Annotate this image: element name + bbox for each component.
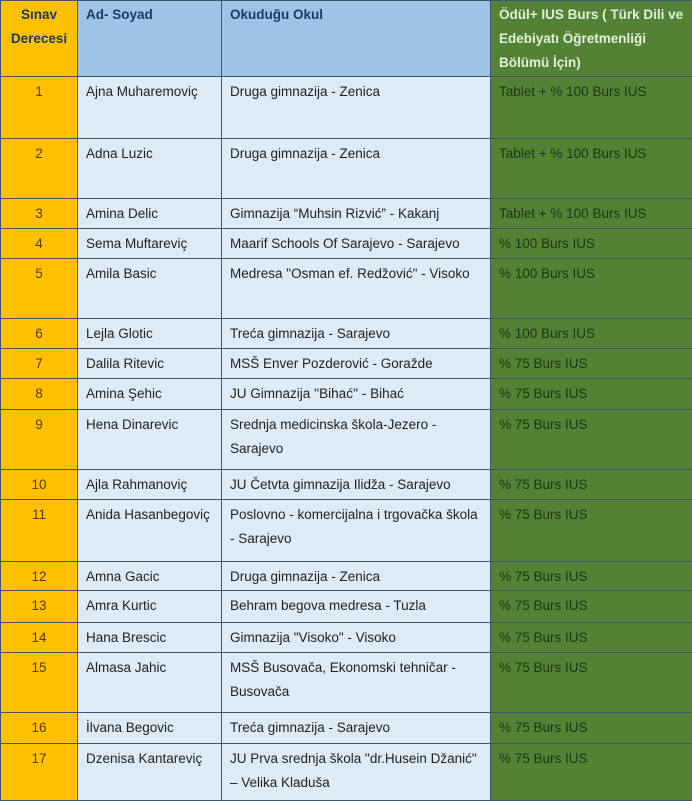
- rank-cell: 7: [1, 349, 78, 379]
- name-cell: Adna Luzic: [78, 139, 222, 199]
- school-cell: Maarif Schools Of Sarajevo - Sarajevo: [222, 229, 491, 259]
- award-cell: % 75 Burs IUS: [491, 500, 692, 562]
- rank-cell: 16: [1, 713, 78, 744]
- school-cell: Gimnazija “Muhsin Rizvić” - Kakanj: [222, 199, 491, 229]
- header-row: Sınav Derecesi Ad- Soyad Okuduğu Okul Öd…: [1, 1, 692, 77]
- award-cell: % 100 Burs IUS: [491, 319, 692, 349]
- header-rank: Sınav Derecesi: [1, 1, 78, 77]
- award-cell: % 75 Burs IUS: [491, 591, 692, 623]
- school-cell: Treća gimnazija - Sarajevo: [222, 319, 491, 349]
- name-cell: İlvana Begovic: [78, 713, 222, 744]
- school-cell: Srednja medicinska škola-Jezero - Saraje…: [222, 410, 491, 470]
- school-cell: JU Prva srednja škola "dr.Husein Džanić"…: [222, 744, 491, 801]
- rank-cell: 5: [1, 259, 78, 319]
- rank-cell: 11: [1, 500, 78, 562]
- school-cell: Poslovno - komercijalna i trgovačka škol…: [222, 500, 491, 562]
- name-cell: Sema Muftareviç: [78, 229, 222, 259]
- rank-cell: 2: [1, 139, 78, 199]
- rank-cell: 1: [1, 77, 78, 139]
- name-cell: Ajla Rahmanoviç: [78, 470, 222, 500]
- award-cell: % 75 Burs IUS: [491, 713, 692, 744]
- rank-cell: 6: [1, 319, 78, 349]
- header-award: Ödül+ IUS Burs ( Türk Dili ve Edebiyatı …: [491, 1, 692, 77]
- name-cell: Amra Kurtic: [78, 591, 222, 623]
- rank-cell: 15: [1, 653, 78, 713]
- award-cell: % 100 Burs IUS: [491, 259, 692, 319]
- school-cell: Treća gimnazija - Sarajevo: [222, 713, 491, 744]
- award-cell: % 75 Burs IUS: [491, 410, 692, 470]
- school-cell: Druga gimnazija - Zenica: [222, 139, 491, 199]
- header-school: Okuduğu Okul: [222, 1, 491, 77]
- rank-cell: 9: [1, 410, 78, 470]
- school-cell: MSŠ Busovača, Ekonomski tehničar - Busov…: [222, 653, 491, 713]
- award-cell: % 75 Burs IUS: [491, 653, 692, 713]
- rank-cell: 4: [1, 229, 78, 259]
- name-cell: Amna Gacic: [78, 562, 222, 591]
- name-cell: Anida Hasanbegoviç: [78, 500, 222, 562]
- award-cell: % 75 Burs IUS: [491, 470, 692, 500]
- name-cell: Lejla Glotic: [78, 319, 222, 349]
- school-cell: Medresa "Osman ef. Redžović" - Visoko: [222, 259, 491, 319]
- name-cell: Hena Dinarevic: [78, 410, 222, 470]
- rank-cell: 10: [1, 470, 78, 500]
- rank-cell: 14: [1, 623, 78, 653]
- award-cell: % 100 Burs IUS: [491, 229, 692, 259]
- award-cell: Tablet + % 100 Burs IUS: [491, 199, 692, 229]
- school-cell: Behram begova medresa - Tuzla: [222, 591, 491, 623]
- name-cell: Hana Brescic: [78, 623, 222, 653]
- header-name: Ad- Soyad: [78, 1, 222, 77]
- rank-cell: 8: [1, 379, 78, 410]
- rank-cell: 12: [1, 562, 78, 591]
- school-cell: Druga gimnazija - Zenica: [222, 562, 491, 591]
- award-cell: Tablet + % 100 Burs IUS: [491, 77, 692, 139]
- school-cell: Druga gimnazija - Zenica: [222, 77, 491, 139]
- school-cell: MSŠ Enver Pozderović - Goražde: [222, 349, 491, 379]
- award-cell: % 75 Burs IUS: [491, 623, 692, 653]
- school-cell: JU Gimnazija ''Bihać'' - Bihać: [222, 379, 491, 410]
- award-cell: % 75 Burs IUS: [491, 562, 692, 591]
- school-cell: Gimnazija "Visoko" - Visoko: [222, 623, 491, 653]
- name-cell: Amina Delic: [78, 199, 222, 229]
- name-cell: Dalila Ritevic: [78, 349, 222, 379]
- name-cell: Ajna Muharemoviç: [78, 77, 222, 139]
- name-cell: Almasa Jahic: [78, 653, 222, 713]
- award-cell: % 75 Burs IUS: [491, 744, 692, 801]
- award-cell: % 75 Burs IUS: [491, 379, 692, 410]
- rank-cell: 13: [1, 591, 78, 623]
- award-cell: % 75 Burs IUS: [491, 349, 692, 379]
- rank-cell: 17: [1, 744, 78, 801]
- name-cell: Dzenisa Kantareviç: [78, 744, 222, 801]
- name-cell: Amina Şehic: [78, 379, 222, 410]
- school-cell: JU Četvta gimnazija Ilidža - Sarajevo: [222, 470, 491, 500]
- rank-cell: 3: [1, 199, 78, 229]
- award-cell: Tablet + % 100 Burs IUS: [491, 139, 692, 199]
- name-cell: Amila Basic: [78, 259, 222, 319]
